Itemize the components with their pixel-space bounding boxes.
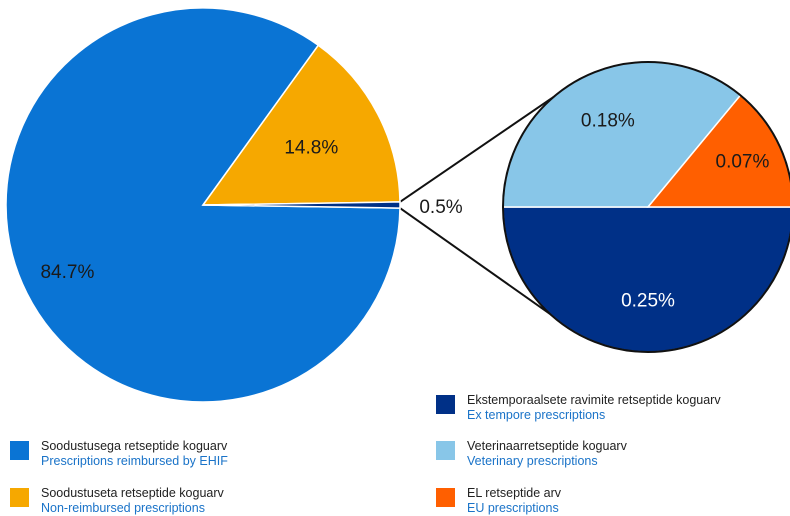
legend-label-en: EU prescriptions — [467, 501, 559, 515]
legend-swatch — [436, 488, 455, 507]
main-pie-slice — [202, 201, 401, 209]
sub-pie-value-label: 0.07% — [716, 152, 770, 173]
sub-pie-value-label: 0.18% — [581, 111, 635, 132]
legend-item-reimbursed: Soodustusega retseptide koguarv Prescrip… — [10, 439, 228, 469]
main-pie-slice — [201, 44, 401, 206]
legend-item-eu: EL retseptide arv EU prescriptions — [436, 486, 561, 516]
legend-label: Veterinaarretseptide koguarv — [467, 439, 627, 453]
legend-swatch — [10, 488, 29, 507]
legend-label-en: Ex tempore prescriptions — [467, 408, 606, 422]
legend-swatch — [436, 441, 455, 460]
sub-pie-slice — [502, 206, 790, 353]
legend-label: EL retseptide arv — [467, 486, 562, 500]
sub-pie-outline — [502, 61, 790, 353]
legend-item-ex-tempore: Ekstemporaalsete ravimite retseptide kog… — [436, 393, 721, 423]
legend-swatch — [10, 441, 29, 460]
legend-label: Soodustusega retseptide koguarv — [41, 439, 228, 453]
legend-swatch — [436, 395, 455, 414]
legend-label-en: Prescriptions reimbursed by EHIF — [41, 454, 228, 468]
legend-label: Ekstemporaalsete ravimite retseptide kog… — [467, 393, 721, 407]
legend-label-en: Non-reimbursed prescriptions — [41, 501, 205, 515]
legend-item-veterinary: Veterinaarretseptide koguarv Veterinary … — [436, 439, 627, 469]
main-pie-value-label: 0.5% — [419, 197, 462, 218]
legend-label: Soodustuseta retseptide koguarv — [41, 486, 224, 500]
legend-label-en: Veterinary prescriptions — [467, 454, 598, 468]
main-pie-value-label: 14.8% — [284, 138, 338, 159]
legend-item-non-reimbursed: Soodustuseta retseptide koguarv Non-reim… — [10, 486, 224, 516]
sub-pie-value-label: 0.25% — [621, 290, 675, 311]
main-pie-value-label: 84.7% — [40, 262, 94, 283]
